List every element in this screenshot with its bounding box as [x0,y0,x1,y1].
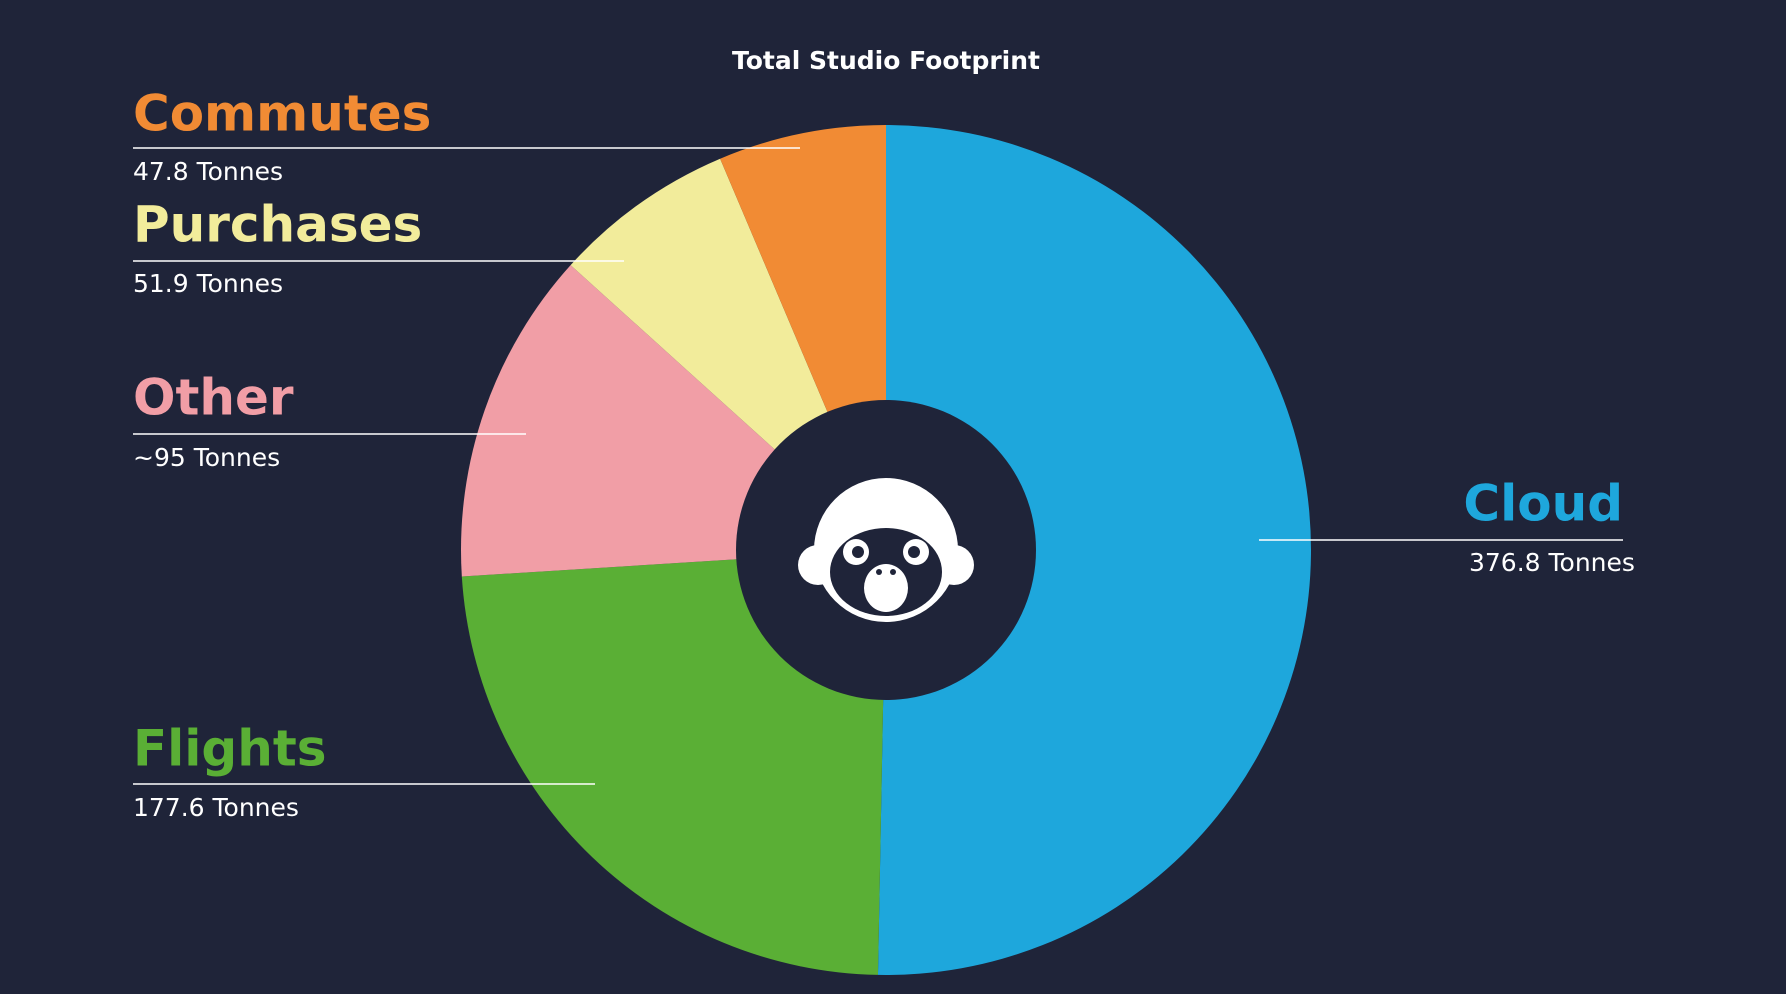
slices [460,125,1311,975]
value-label: 177.6 Tonnes [133,793,299,822]
chart-title: Total Studio Footprint [732,46,1040,75]
value-label: ~95 Tonnes [133,443,280,472]
legend-label: Flights [133,720,326,778]
value-label: 47.8 Tonnes [133,157,283,186]
slice [877,125,1311,975]
logo-icon [798,478,974,622]
legend-label: Commutes [133,85,431,143]
legend-label: Other [133,369,294,427]
slice [461,550,886,975]
legend-label: Cloud [1463,475,1623,533]
value-label: 376.8 Tonnes [1469,548,1635,577]
legend-label: Purchases [133,196,422,254]
value-label: 51.9 Tonnes [133,269,283,298]
